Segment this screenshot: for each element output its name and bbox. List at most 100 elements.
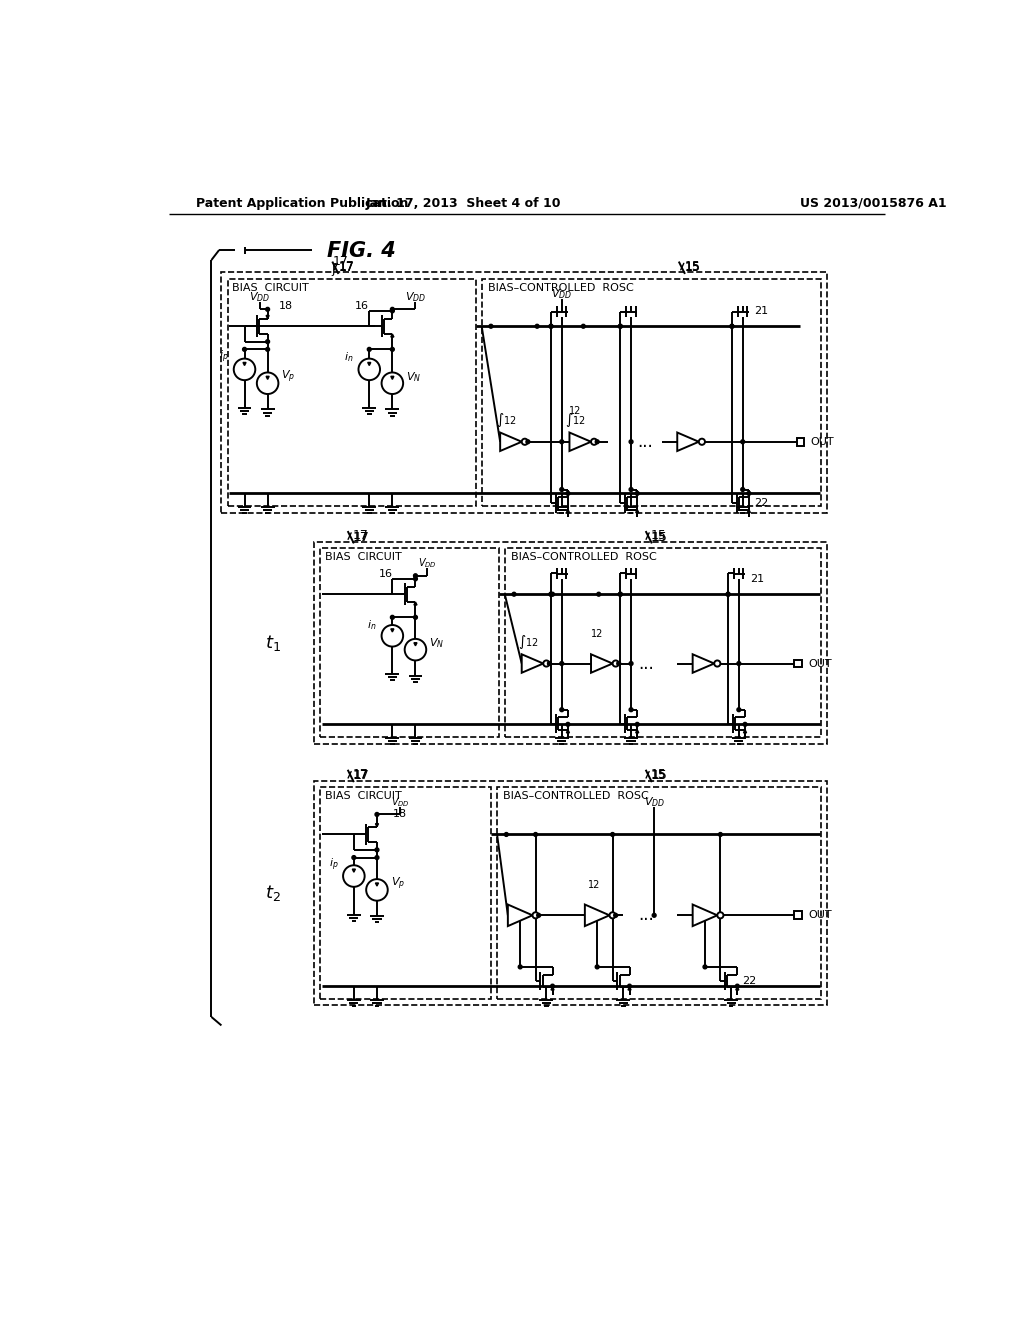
Text: OUT: OUT xyxy=(810,437,835,446)
Text: $V_{DD}$: $V_{DD}$ xyxy=(418,557,436,570)
Polygon shape xyxy=(636,510,639,512)
Circle shape xyxy=(740,440,744,444)
Circle shape xyxy=(233,359,255,380)
Text: 12: 12 xyxy=(569,407,582,416)
Circle shape xyxy=(521,438,528,445)
Circle shape xyxy=(746,491,751,495)
Text: $t_1$: $t_1$ xyxy=(265,632,281,652)
Circle shape xyxy=(560,661,563,665)
Text: 15: 15 xyxy=(650,770,667,783)
Circle shape xyxy=(629,487,633,491)
Circle shape xyxy=(613,913,617,917)
Polygon shape xyxy=(243,363,246,366)
Circle shape xyxy=(414,577,418,581)
Text: $V_N$: $V_N$ xyxy=(407,370,422,384)
Circle shape xyxy=(375,847,379,851)
Circle shape xyxy=(629,661,633,665)
Polygon shape xyxy=(414,602,417,605)
Circle shape xyxy=(549,325,553,329)
Circle shape xyxy=(265,347,269,351)
Text: BIAS–CONTROLLED  ROSC: BIAS–CONTROLLED ROSC xyxy=(511,552,656,562)
Text: OUT: OUT xyxy=(808,911,831,920)
Circle shape xyxy=(629,440,633,444)
Circle shape xyxy=(591,438,597,445)
Polygon shape xyxy=(591,655,612,673)
Polygon shape xyxy=(677,433,698,451)
Circle shape xyxy=(566,491,569,495)
Circle shape xyxy=(265,339,269,343)
Circle shape xyxy=(390,347,394,351)
Circle shape xyxy=(616,661,621,665)
Text: BIAS  CIRCUIT: BIAS CIRCUIT xyxy=(232,282,309,293)
Polygon shape xyxy=(743,730,746,733)
Circle shape xyxy=(730,325,734,329)
Bar xyxy=(221,272,827,512)
Polygon shape xyxy=(352,869,355,873)
Circle shape xyxy=(414,615,418,619)
Text: OUT: OUT xyxy=(808,659,831,668)
Circle shape xyxy=(730,325,734,329)
Circle shape xyxy=(618,325,623,329)
Bar xyxy=(795,660,802,668)
Text: $i_n$: $i_n$ xyxy=(344,350,354,364)
Text: $i_p$: $i_p$ xyxy=(219,348,229,366)
Text: $V_N$: $V_N$ xyxy=(429,636,444,651)
Circle shape xyxy=(652,913,656,917)
Circle shape xyxy=(703,965,707,969)
Text: 17: 17 xyxy=(354,770,370,783)
Polygon shape xyxy=(508,904,532,927)
Circle shape xyxy=(534,833,538,837)
Circle shape xyxy=(390,615,394,619)
Text: 15: 15 xyxy=(650,531,667,544)
Circle shape xyxy=(595,965,599,969)
Circle shape xyxy=(368,347,371,351)
Text: 17: 17 xyxy=(352,529,369,543)
Circle shape xyxy=(726,593,730,597)
Circle shape xyxy=(549,593,553,597)
Circle shape xyxy=(595,440,599,444)
Text: 16: 16 xyxy=(355,301,370,312)
Circle shape xyxy=(560,440,563,444)
Circle shape xyxy=(358,359,380,380)
Circle shape xyxy=(343,866,365,887)
Text: $V_{DD}$: $V_{DD}$ xyxy=(391,795,410,809)
Circle shape xyxy=(737,708,740,711)
Text: 18: 18 xyxy=(392,809,407,820)
Polygon shape xyxy=(391,334,394,337)
Circle shape xyxy=(597,593,601,597)
Text: ...: ... xyxy=(639,907,654,924)
Circle shape xyxy=(618,325,623,329)
Circle shape xyxy=(544,660,550,667)
Text: BIAS–CONTROLLED  ROSC: BIAS–CONTROLLED ROSC xyxy=(503,791,649,801)
Circle shape xyxy=(740,487,744,491)
Bar xyxy=(227,279,475,507)
Polygon shape xyxy=(521,655,544,673)
Polygon shape xyxy=(636,730,639,733)
Text: $V_p$: $V_p$ xyxy=(391,875,406,892)
Text: 17: 17 xyxy=(333,255,349,268)
Text: 17: 17 xyxy=(352,770,369,783)
Polygon shape xyxy=(266,376,269,379)
Polygon shape xyxy=(376,824,379,826)
Polygon shape xyxy=(566,510,569,512)
Text: 18: 18 xyxy=(279,301,293,312)
Polygon shape xyxy=(266,315,269,318)
Bar xyxy=(497,787,821,999)
Text: $V_{DD}$: $V_{DD}$ xyxy=(249,290,270,304)
Bar xyxy=(319,548,499,738)
Circle shape xyxy=(635,722,639,726)
Text: 17: 17 xyxy=(339,261,354,275)
Text: BIAS  CIRCUIT: BIAS CIRCUIT xyxy=(325,791,401,801)
Text: 15: 15 xyxy=(650,768,667,781)
Text: 21: 21 xyxy=(755,306,768,315)
Bar xyxy=(797,438,804,446)
Circle shape xyxy=(726,593,730,597)
Circle shape xyxy=(560,487,563,491)
Polygon shape xyxy=(692,655,714,673)
Text: $V_{DD}$: $V_{DD}$ xyxy=(551,286,572,301)
Circle shape xyxy=(489,325,493,329)
Text: 17: 17 xyxy=(352,531,369,544)
Text: US 2013/0015876 A1: US 2013/0015876 A1 xyxy=(801,197,947,210)
Text: ʃ: ʃ xyxy=(331,263,335,276)
Text: $\int$12: $\int$12 xyxy=(517,634,539,651)
